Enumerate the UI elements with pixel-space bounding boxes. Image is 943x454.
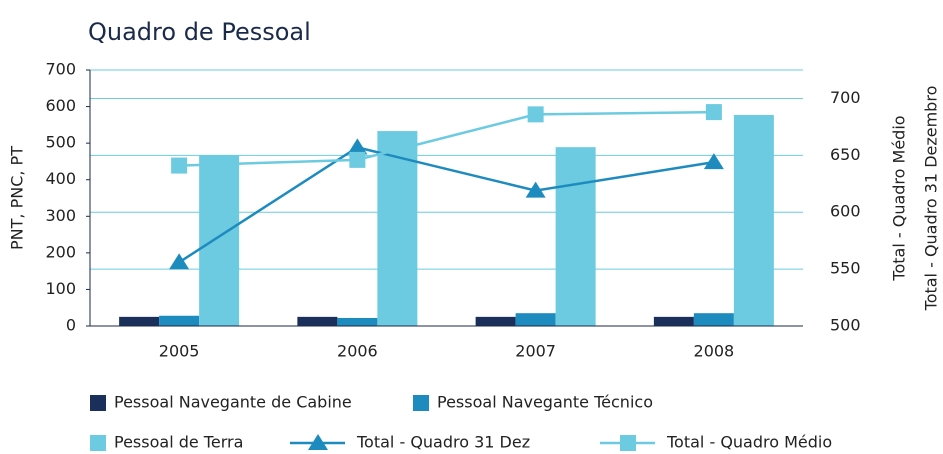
bar [653,316,694,326]
line [179,110,714,167]
x-tick-label: 2006 [337,342,378,361]
bar [555,147,596,326]
legend-label: Total - Quadro Médio [666,433,832,452]
y-tick-label: 600 [45,96,76,115]
bar [297,316,338,326]
legend-label: Pessoal de Terra [114,433,243,452]
y-tick-label: 700 [45,60,76,79]
x-tick-label: 2007 [515,342,556,361]
bar [515,313,556,326]
marker [525,181,546,198]
marker [705,104,722,121]
legend-swatch [90,395,106,411]
y-tick-label: 500 [45,133,76,152]
y2-tick-label: 700 [830,88,861,107]
legend-marker [620,435,636,451]
legend-marker [308,434,328,450]
marker [169,253,190,270]
marker [527,106,544,123]
bar [733,114,774,327]
x-tick-label: 2005 [159,342,200,361]
chart-title: Quadro de Pessoal [88,18,311,46]
marker [703,153,724,170]
bar [377,131,418,326]
bar [475,316,516,326]
y2-axis-label: Total - Quadro Médio [890,115,909,281]
bar [119,316,160,326]
y-tick-label: 0 [66,316,76,335]
legend-swatch [413,395,429,411]
x-tick-label: 2008 [694,342,735,361]
y-tick-label: 400 [45,169,76,188]
y2-tick-label: 600 [830,202,861,221]
y2-axis-label: Total - Quadro 31 Dezembro [922,86,941,312]
legend-label: Total - Quadro 31 Dez [356,433,530,452]
y2-tick-label: 650 [830,145,861,164]
marker [347,138,368,155]
marker [349,151,366,168]
bar [337,317,378,326]
legend-swatch [90,435,106,451]
legend-label: Pessoal Navegante Técnico [437,393,653,412]
bar [159,315,200,326]
line [178,146,715,264]
y2-tick-label: 550 [830,259,861,278]
y-tick-label: 300 [45,206,76,225]
legend-label: Pessoal Navegante de Cabine [114,393,352,412]
bar [693,313,734,326]
y-tick-label: 200 [45,242,76,261]
marker [171,157,188,174]
y-axis-label: PNT, PNC, PT [8,146,27,250]
y-tick-label: 100 [45,279,76,298]
bar [199,155,240,326]
y2-tick-label: 500 [830,316,861,335]
